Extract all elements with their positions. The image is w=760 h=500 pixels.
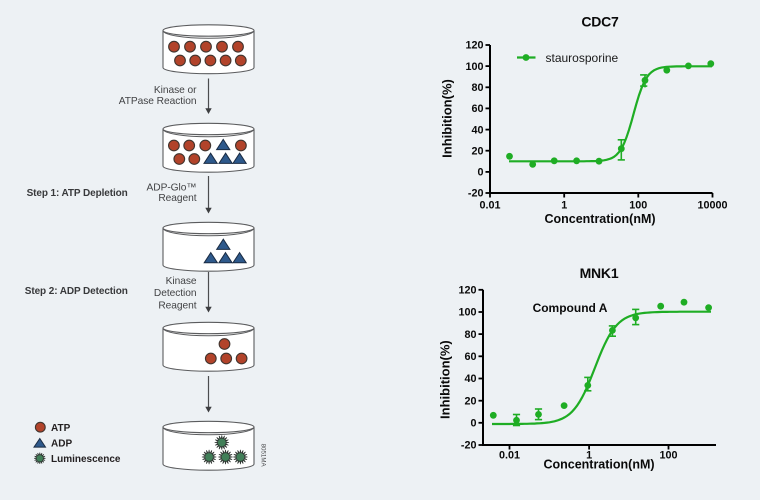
svg-text:ADP: ADP	[51, 438, 72, 449]
svg-text:Reagent: Reagent	[158, 300, 196, 311]
svg-text:ATPase Reaction: ATPase Reaction	[119, 96, 197, 107]
svg-text:100: 100	[659, 449, 677, 461]
svg-text:Inhibition(%): Inhibition(%)	[438, 340, 453, 419]
svg-text:staurosporine: staurosporine	[546, 51, 619, 65]
svg-text:Step 1: ATP Depletion: Step 1: ATP Depletion	[27, 188, 128, 199]
svg-text:1: 1	[561, 199, 567, 211]
svg-text:100: 100	[629, 199, 647, 211]
svg-text:ATP: ATP	[51, 423, 71, 434]
svg-text:1: 1	[586, 449, 592, 461]
svg-text:Kinase: Kinase	[166, 276, 197, 287]
svg-text:Detection: Detection	[154, 288, 197, 299]
svg-text:Step 2: ADP Detection: Step 2: ADP Detection	[25, 286, 128, 297]
svg-text:0.01: 0.01	[479, 199, 500, 211]
svg-text:Concentration(nM): Concentration(nM)	[544, 212, 655, 226]
svg-text:ADP-Glo™: ADP-Glo™	[147, 183, 197, 194]
svg-text:60: 60	[471, 103, 483, 115]
svg-text:20: 20	[471, 145, 483, 157]
svg-text:80: 80	[471, 82, 483, 94]
svg-text:8051MA: 8051MA	[260, 444, 267, 468]
svg-text:40: 40	[471, 124, 483, 136]
svg-text:Compound A: Compound A	[533, 301, 608, 315]
svg-text:Luminescence: Luminescence	[51, 454, 121, 465]
svg-text:Reagent: Reagent	[158, 193, 196, 204]
svg-text:0: 0	[477, 167, 483, 179]
svg-text:0.01: 0.01	[499, 449, 520, 461]
svg-text:120: 120	[465, 40, 483, 52]
svg-text:40: 40	[464, 373, 476, 385]
svg-text:Kinase or: Kinase or	[154, 85, 197, 96]
svg-text:CDC7: CDC7	[581, 14, 619, 30]
svg-text:20: 20	[464, 395, 476, 407]
svg-text:MNK1: MNK1	[580, 265, 619, 281]
svg-text:10000: 10000	[697, 199, 727, 211]
svg-text:Concentration(nM): Concentration(nM)	[543, 457, 654, 471]
svg-text:60: 60	[464, 351, 476, 363]
svg-text:-20: -20	[461, 440, 477, 452]
svg-text:80: 80	[464, 329, 476, 341]
svg-text:100: 100	[465, 61, 483, 73]
svg-text:120: 120	[458, 285, 476, 297]
svg-text:Inhibition(%): Inhibition(%)	[440, 79, 455, 158]
svg-text:-20: -20	[468, 188, 484, 200]
svg-text:0: 0	[470, 418, 476, 430]
svg-text:100: 100	[458, 307, 476, 319]
